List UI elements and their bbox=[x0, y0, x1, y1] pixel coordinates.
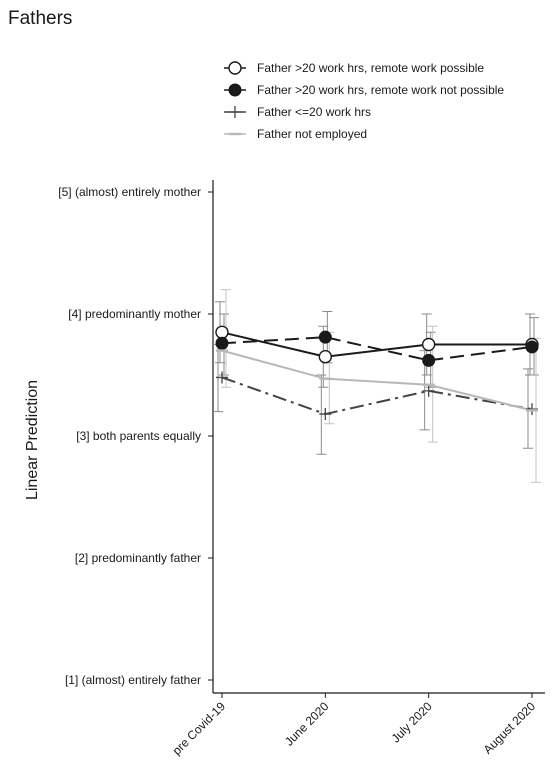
legend-marker bbox=[229, 106, 241, 118]
y-axis-ticks: [5] (almost) entirely mother [4] predomin… bbox=[58, 185, 213, 687]
legend-item-father-not-employed: Father not employed bbox=[224, 127, 367, 141]
data-point-father-20-work-hrs-remote-work-not-possible bbox=[215, 336, 229, 350]
data-point-father-20-work-hrs-remote-work-not-possible bbox=[318, 330, 332, 344]
legend-item-father-20-work-hrs: Father <=20 work hrs bbox=[224, 105, 371, 119]
series-line-father-20-work-hrs-remote-work-not-possible bbox=[221, 336, 533, 362]
y-tick-label: [4] predominantly mother bbox=[68, 307, 201, 321]
x-tick-label: pre Covid-19 bbox=[170, 699, 229, 758]
legend-label: Father >20 work hrs, remote work possibl… bbox=[257, 61, 484, 75]
y-tick-label: [5] (almost) entirely mother bbox=[58, 185, 201, 199]
error-bars bbox=[213, 289, 541, 483]
y-axis-label: Linear Prediction bbox=[24, 380, 41, 500]
legend-label: Father >20 work hrs, remote work not pos… bbox=[257, 83, 504, 97]
data-point-father-20-work-hrs-remote-work-possible bbox=[318, 350, 333, 364]
legend-label: Father <=20 work hrs bbox=[257, 105, 371, 119]
legend-item-father-20-work-hrs-remote-work-possible: Father >20 work hrs, remote work possibl… bbox=[224, 61, 484, 75]
x-tick-label: June 2020 bbox=[282, 699, 332, 749]
legend-marker bbox=[228, 61, 242, 75]
y-tick-label: [1] (almost) entirely father bbox=[65, 673, 201, 687]
data-point-father-20-work-hrs bbox=[422, 384, 435, 397]
data-point-father-20-work-hrs-remote-work-not-possible bbox=[525, 340, 539, 354]
y-tick-label: [3] both parents equally bbox=[76, 429, 201, 443]
data-point-father-20-work-hrs-remote-work-possible bbox=[421, 337, 436, 352]
legend: Father >20 work hrs, remote work possibl… bbox=[224, 61, 504, 141]
data-point-father-20-work-hrs-remote-work-possible bbox=[215, 325, 229, 339]
x-axis-ticks: pre Covid-19 June 2020 July 2020 August 202… bbox=[170, 693, 539, 758]
x-tick-label: August 2020 bbox=[481, 699, 539, 757]
legend-item-father-20-work-hrs-remote-work-not-possible: Father >20 work hrs, remote work not pos… bbox=[224, 83, 504, 97]
series-line-father-20-work-hrs bbox=[221, 376, 533, 416]
series-line-father-20-work-hrs-remote-work-possible bbox=[221, 331, 532, 358]
chart-title: Fathers bbox=[8, 8, 72, 29]
legend-label: Father not employed bbox=[257, 127, 367, 141]
data-point-father-20-work-hrs-remote-work-not-possible bbox=[422, 353, 436, 367]
legend-marker bbox=[228, 83, 242, 97]
data-point-father-20-work-hrs bbox=[319, 408, 332, 421]
y-tick-label: [2] predominantly father bbox=[75, 551, 201, 565]
series-lines bbox=[221, 331, 533, 416]
x-tick-label: July 2020 bbox=[389, 699, 435, 745]
series-line-father-not-employed bbox=[221, 349, 533, 412]
series-markers bbox=[215, 325, 539, 421]
data-point-father-20-work-hrs bbox=[526, 403, 538, 416]
data-point-father-20-work-hrs bbox=[216, 371, 228, 384]
